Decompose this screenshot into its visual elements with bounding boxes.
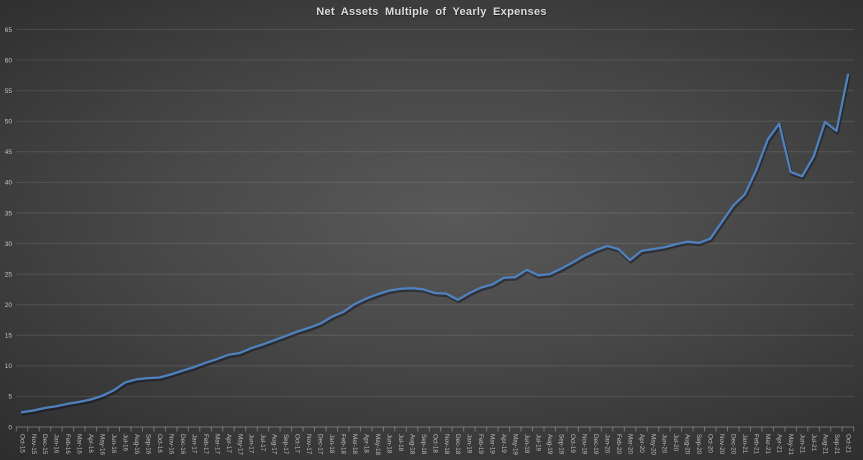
- x-axis-tick-label: Nov-17: [305, 434, 312, 455]
- x-axis-tick-label: May-16: [99, 434, 106, 455]
- x-axis-tick-label: Apr-18: [363, 434, 370, 453]
- x-axis-tick-label: Jan-18: [328, 434, 335, 454]
- x-axis-tick-label: Jul-20: [672, 434, 679, 452]
- x-axis-tick-label: Mar-21: [764, 434, 771, 454]
- series-line: [20, 73, 850, 414]
- chart-title: Net Assets Multiple of Yearly Expenses: [316, 6, 547, 18]
- y-axis-tick-label: 40: [5, 180, 13, 187]
- x-axis-tick-label: Aug-17: [271, 434, 278, 455]
- x-axis-tick-label: Oct-15: [18, 434, 25, 453]
- x-axis-tick-label: Aug-21: [821, 434, 828, 455]
- y-axis-tick-label: 65: [5, 27, 13, 34]
- x-axis-tick-label: Mar-18: [351, 434, 358, 454]
- x-axis-tick-label: Aug-16: [133, 434, 140, 455]
- x-axis-tick-label: May-19: [512, 434, 519, 455]
- x-axis-tick-label: Oct-19: [569, 434, 576, 453]
- x-axis-tick-label: Jun-21: [798, 434, 805, 454]
- x-axis-tick-label: Jan-16: [53, 434, 60, 454]
- y-axis-tick-label: 45: [5, 149, 13, 156]
- x-axis-tick-label: Dec-19: [592, 434, 599, 455]
- y-axis-tick-label: 0: [8, 424, 12, 431]
- x-axis-tick-label: Jan-19: [466, 434, 473, 454]
- x-axis-tick-label: Jun-20: [661, 434, 668, 454]
- x-axis-tick-label: Apr-20: [638, 434, 645, 453]
- x-axis-tick-label: Aug-18: [408, 434, 415, 455]
- x-axis-tick-label: Dec-16: [179, 434, 186, 455]
- x-axis-tick-label: Feb-19: [477, 434, 484, 454]
- x-axis-tick-label: Jul-18: [397, 434, 404, 452]
- x-axis-tick-label: Dec-20: [730, 434, 737, 455]
- x-axis-tick-label: Mar-19: [489, 434, 496, 454]
- x-axis-tick-label: Sep-16: [145, 434, 152, 455]
- y-axis-tick-label: 30: [5, 241, 13, 248]
- x-axis-tick-label: Sep-19: [558, 434, 565, 455]
- x-axis-tick-label: Feb-18: [340, 434, 347, 454]
- x-axis-tick-label: Oct-21: [844, 434, 851, 453]
- x-axis-tick-label: May-18: [374, 434, 381, 455]
- x-axis-tick-label: Sep-20: [695, 434, 702, 455]
- y-axis-tick-label: 25: [5, 271, 13, 278]
- x-axis-tick-label: Mar-20: [626, 434, 633, 454]
- x-axis-tick-label: Jul-16: [122, 434, 129, 452]
- x-axis-tick-label: Nov-18: [443, 434, 450, 455]
- x-axis-tick-label: May-20: [649, 434, 656, 455]
- x-axis-tick-label: Feb-21: [753, 434, 760, 454]
- x-axis-tick-label: Feb-16: [64, 434, 71, 454]
- x-axis-tick-label: Apr-17: [225, 434, 232, 453]
- x-axis-tick-label: Oct-17: [294, 434, 301, 453]
- x-axis-tick-label: Jul-19: [535, 434, 542, 452]
- x-axis-tick-label: Jan-20: [603, 434, 610, 454]
- y-axis-tick-label: 20: [5, 302, 13, 309]
- x-axis-tick-label: Aug-20: [684, 434, 691, 455]
- x-axis-tick-label: Sep-17: [282, 434, 289, 455]
- series-line-shadow: [21, 74, 851, 416]
- x-axis-tick-label: Dec-18: [454, 434, 461, 455]
- x-axis-tick-label: Aug-19: [546, 434, 553, 455]
- x-axis-tick-label: Jan-21: [741, 434, 748, 454]
- x-axis-tick-label: Mar-17: [213, 434, 220, 454]
- x-axis-tick-label: May-21: [787, 434, 794, 455]
- x-axis-tick-label: Mar-16: [76, 434, 83, 454]
- x-axis-tick-label: Nov-15: [30, 434, 37, 455]
- x-axis-tick-label: Oct-18: [431, 434, 438, 453]
- y-axis-tick-label: 5: [8, 394, 12, 401]
- x-axis-tick-label: Apr-21: [776, 434, 783, 453]
- x-axis-tick-label: Sep-21: [833, 434, 840, 455]
- x-axis-tick-label: Jun-17: [248, 434, 255, 454]
- x-axis-tick-label: Jul-17: [259, 434, 266, 452]
- x-axis-tick-label: Nov-16: [167, 434, 174, 455]
- x-axis-tick-label: Apr-16: [87, 434, 94, 453]
- x-axis-tick-label: Jun-18: [385, 434, 392, 454]
- x-axis-tick-label: Oct-16: [156, 434, 163, 453]
- x-axis-tick-label: Nov-19: [580, 434, 587, 455]
- x-axis-tick-label: Dec-17: [317, 434, 324, 455]
- x-axis-tick-label: Jan-17: [190, 434, 197, 454]
- y-axis-tick-label: 35: [5, 210, 13, 217]
- x-axis-tick-label: Feb-17: [202, 434, 209, 454]
- x-axis-tick-label: Oct-20: [707, 434, 714, 453]
- x-axis-tick-label: Jul-21: [810, 434, 817, 452]
- y-axis-tick-label: 55: [5, 88, 13, 95]
- x-axis-tick-label: Dec-15: [41, 434, 48, 455]
- x-axis-tick-label: Sep-18: [420, 434, 427, 455]
- x-axis-tick-label: Feb-20: [615, 434, 622, 454]
- y-axis-tick-label: 15: [5, 333, 13, 340]
- y-axis-tick-label: 10: [5, 363, 13, 370]
- x-axis-tick-label: May-17: [236, 434, 243, 455]
- x-axis-tick-label: Apr-19: [500, 434, 507, 453]
- y-axis-tick-label: 60: [5, 57, 13, 64]
- x-axis-tick-label: Nov-20: [718, 434, 725, 455]
- x-axis-tick-label: Jun-19: [523, 434, 530, 454]
- x-axis-tick-label: Jun-16: [110, 434, 117, 454]
- y-axis-tick-label: 50: [5, 119, 13, 126]
